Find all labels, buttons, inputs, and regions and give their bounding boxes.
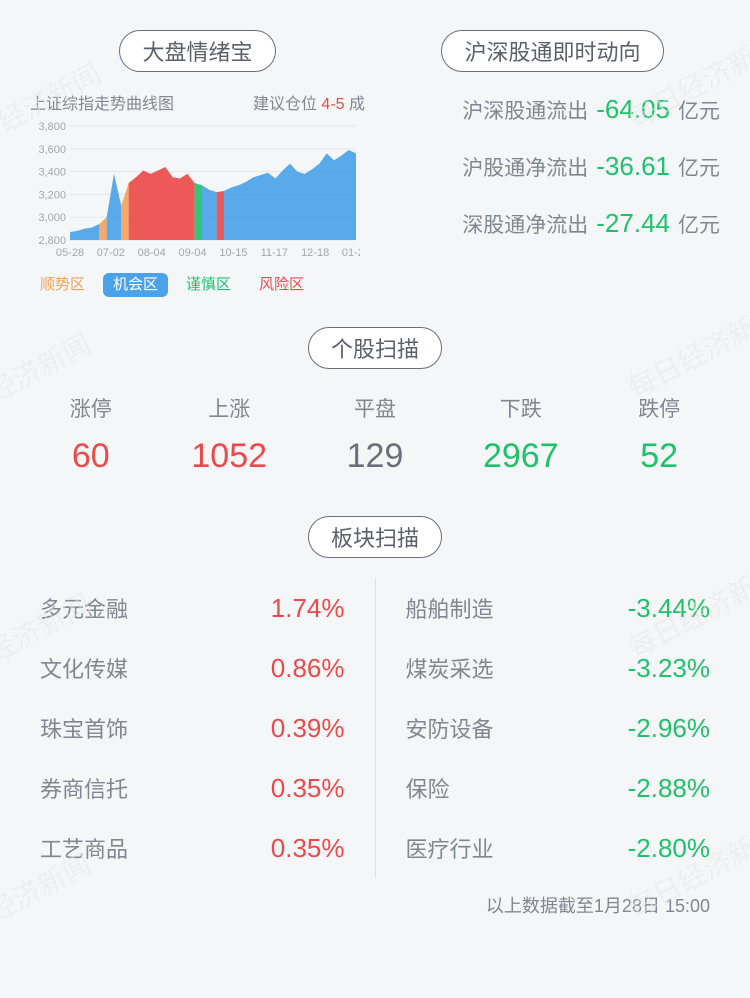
sector-value: 1.74%: [271, 593, 345, 624]
svg-text:01-21: 01-21: [342, 247, 360, 259]
sector-value: 0.86%: [271, 653, 345, 684]
flow-value: -64.05: [596, 94, 670, 125]
legend-item: 顺势区: [30, 273, 95, 297]
sector-value: -2.96%: [628, 713, 710, 744]
svg-text:07-02: 07-02: [97, 247, 125, 259]
position-suggest: 建议仓位 4-5 成: [253, 90, 365, 114]
flow-item: 深股通净流出 -27.44 亿元: [385, 208, 720, 239]
stock-scan-col: 平盘 129: [347, 393, 404, 476]
flow-label: 深股通净流出: [462, 209, 588, 239]
flow-unit: 亿元: [678, 95, 720, 125]
sector-name: 多元金融: [40, 592, 128, 624]
sector-row: 文化传媒 0.86%: [40, 638, 345, 698]
sector-value: -3.23%: [628, 653, 710, 684]
stock-scan-col: 下跌 2967: [483, 393, 559, 476]
stock-scan-label: 涨停: [70, 393, 112, 423]
stock-scan-value: 60: [70, 437, 112, 476]
flow-label: 沪深股通流出: [462, 95, 588, 125]
stock-scan-pill: 个股扫描: [308, 327, 442, 369]
sector-name: 券商信托: [40, 772, 128, 804]
flow-label: 沪股通净流出: [462, 152, 588, 182]
footer-timestamp: 以上数据截至1月28日 15:00: [0, 878, 750, 918]
sector-row: 券商信托 0.35%: [40, 758, 345, 818]
chart-legend: 顺势区机会区谨慎区风险区: [30, 273, 365, 297]
sector-name: 船舶制造: [406, 592, 494, 624]
sector-row: 保险 -2.88%: [406, 758, 711, 818]
stock-scan-label: 跌停: [638, 393, 680, 423]
flow-item: 沪深股通流出 -64.05 亿元: [385, 94, 720, 125]
sector-row: 船舶制造 -3.44%: [406, 578, 711, 638]
flows-panel: 沪深股通即时动向 沪深股通流出 -64.05 亿元沪股通净流出 -36.61 亿…: [385, 30, 720, 297]
stock-scan-col: 上涨 1052: [191, 393, 267, 476]
sector-name: 工艺商品: [40, 832, 128, 864]
legend-item: 机会区: [103, 273, 168, 297]
sentiment-panel: 大盘情绪宝 上证综指走势曲线图 建议仓位 4-5 成 2,800 3,000 3,2…: [30, 30, 365, 297]
sector-row: 珠宝首饰 0.39%: [40, 698, 345, 758]
stock-scan-value: 129: [347, 437, 404, 476]
flow-value: -36.61: [596, 151, 670, 182]
svg-text:11-17: 11-17: [261, 247, 288, 259]
svg-text:12-18: 12-18: [301, 247, 329, 259]
svg-text:3,200: 3,200: [38, 189, 66, 201]
sector-value: 0.35%: [271, 773, 345, 804]
sector-value: -2.80%: [628, 833, 710, 864]
sector-name: 文化传媒: [40, 652, 128, 684]
svg-text:2,800: 2,800: [38, 235, 66, 247]
svg-text:3,800: 3,800: [38, 121, 66, 133]
svg-text:08-04: 08-04: [138, 247, 166, 259]
sector-name: 保险: [406, 772, 450, 804]
svg-text:3,600: 3,600: [38, 144, 66, 156]
stock-scan-value: 2967: [483, 437, 559, 476]
sector-value: 0.39%: [271, 713, 345, 744]
stock-scan-value: 52: [638, 437, 680, 476]
svg-text:3,000: 3,000: [38, 212, 66, 224]
sentiment-chart: 2,800 3,000 3,200 3,400 3,600 3,800 05-28 07-02…: [30, 120, 365, 265]
stock-scan-col: 跌停 52: [638, 393, 680, 476]
stock-scan-label: 下跌: [483, 393, 559, 423]
sector-name: 医疗行业: [406, 832, 494, 864]
flows-pill: 沪深股通即时动向: [441, 30, 663, 72]
stock-scan-col: 涨停 60: [70, 393, 112, 476]
sector-name: 珠宝首饰: [40, 712, 128, 744]
sector-row: 多元金融 1.74%: [40, 578, 345, 638]
sector-scan: 多元金融 1.74%文化传媒 0.86%珠宝首饰 0.39%券商信托 0.35%…: [0, 558, 750, 878]
sector-name: 煤炭采选: [406, 652, 494, 684]
sentiment-pill: 大盘情绪宝: [119, 30, 275, 72]
stock-scan-value: 1052: [191, 437, 267, 476]
flow-unit: 亿元: [678, 209, 720, 239]
flow-value: -27.44: [596, 208, 670, 239]
sector-row: 医疗行业 -2.80%: [406, 818, 711, 878]
flow-item: 沪股通净流出 -36.61 亿元: [385, 151, 720, 182]
sector-name: 安防设备: [406, 712, 494, 744]
sector-row: 工艺商品 0.35%: [40, 818, 345, 878]
legend-item: 风险区: [249, 273, 314, 297]
stock-scan-label: 上涨: [191, 393, 267, 423]
stock-scan-label: 平盘: [347, 393, 404, 423]
flow-unit: 亿元: [678, 152, 720, 182]
sector-value: 0.35%: [271, 833, 345, 864]
svg-text:3,400: 3,400: [38, 167, 66, 179]
chart-title: 上证综指走势曲线图: [30, 90, 174, 114]
sector-scan-pill: 板块扫描: [308, 516, 442, 558]
legend-item: 谨慎区: [176, 273, 241, 297]
stock-scan: 涨停 60 上涨 1052 平盘 129 下跌 2967 跌停 52: [0, 369, 750, 486]
svg-text:05-28: 05-28: [56, 247, 84, 259]
svg-text:09-04: 09-04: [179, 247, 207, 259]
sector-row: 安防设备 -2.96%: [406, 698, 711, 758]
sector-row: 煤炭采选 -3.23%: [406, 638, 711, 698]
svg-text:10-15: 10-15: [219, 247, 247, 259]
sector-value: -3.44%: [628, 593, 710, 624]
sector-value: -2.88%: [628, 773, 710, 804]
